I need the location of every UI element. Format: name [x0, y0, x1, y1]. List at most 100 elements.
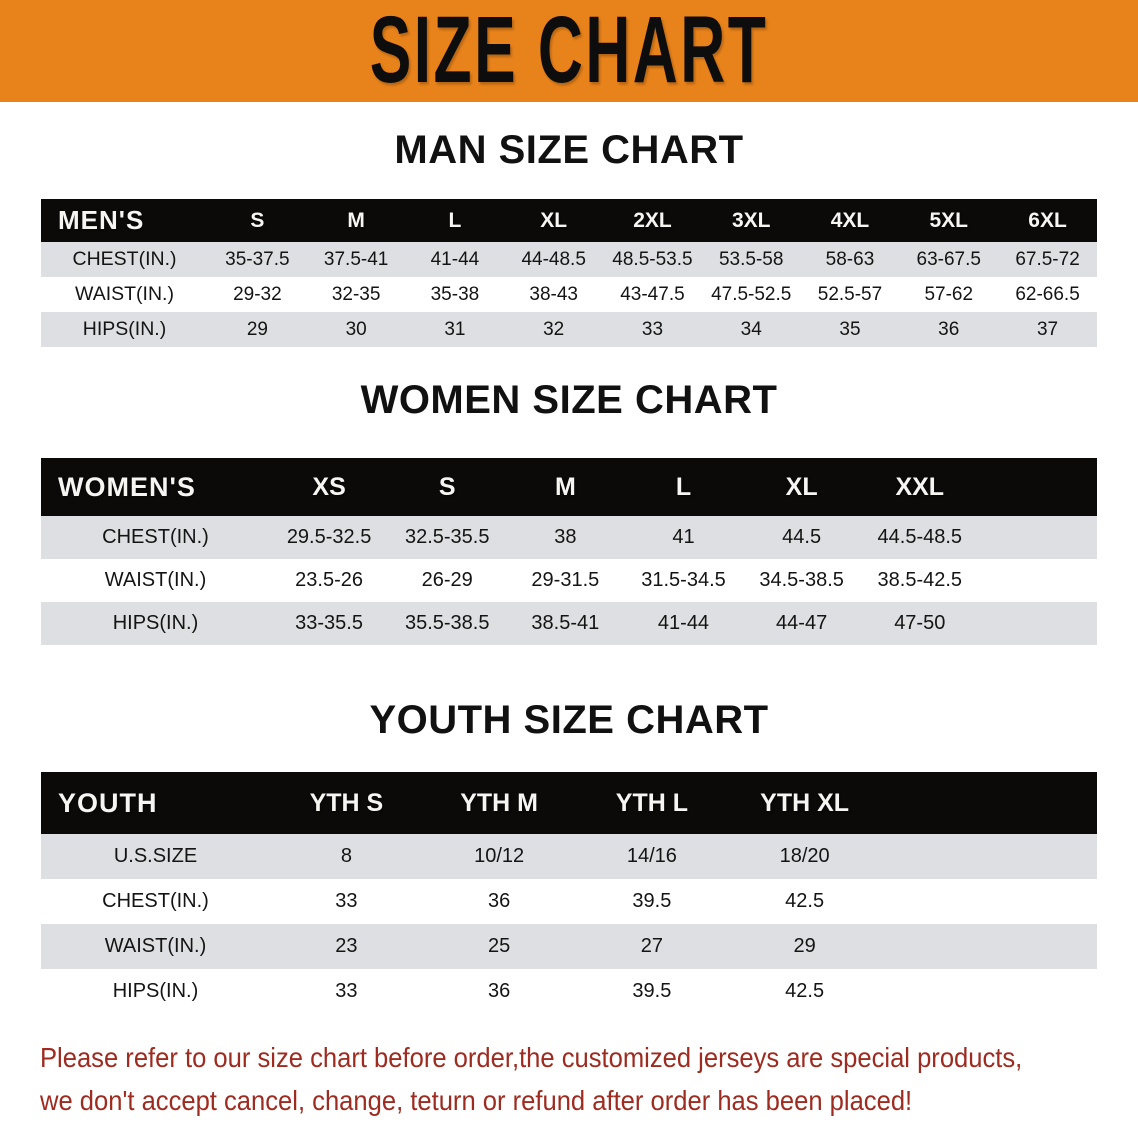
man-row-label-waist: WAIST(IN.) — [75, 283, 174, 305]
table-spacer-cell — [881, 879, 1097, 924]
man-col-l: L — [448, 208, 462, 232]
table-cell: 35.5-38.5 — [404, 612, 490, 634]
table-cell: 34 — [740, 318, 762, 340]
table-cell: 36 — [488, 980, 511, 1002]
man-row-label-hips: HIPS(IN.) — [82, 318, 167, 340]
man-col-5xl: 5XL — [929, 208, 968, 232]
table-cell: 38.5-41 — [531, 612, 600, 634]
man-section-heading: MAN SIZE CHART — [394, 128, 744, 172]
youth-table-body: U.S.SIZE 8 10/12 14/16 18/20 CHEST(IN.) … — [41, 834, 1097, 1014]
table-cell: 25 — [488, 935, 511, 957]
order-policy-notice: Please refer to our size chart before or… — [40, 1042, 1023, 1117]
table-cell: 48.5-53.5 — [612, 248, 693, 270]
man-size-table: MEN'S S M L XL 2XL 3XL 4XL 5XL 6XL CHEST… — [41, 199, 1097, 347]
women-col-m: M — [554, 472, 576, 501]
man-col-s: S — [250, 208, 265, 232]
table-header-row: MEN'S S M L XL 2XL 3XL 4XL 5XL 6XL — [41, 199, 1097, 242]
women-col-s: S — [438, 472, 456, 501]
table-cell: 41-44 — [430, 248, 480, 270]
table-row: CHEST(IN.) 29.5-32.5 32.5-35.5 38 41 44.… — [41, 516, 1097, 559]
table-cell: 42.5 — [785, 980, 825, 1002]
table-cell: 34.5-38.5 — [759, 569, 844, 591]
table-cell: 33-35.5 — [295, 612, 363, 634]
table-spacer-cell — [881, 772, 1097, 834]
table-cell: 14/16 — [626, 845, 677, 867]
table-cell: 32 — [543, 318, 565, 340]
table-cell: 38 — [554, 526, 577, 548]
table-row: HIPS(IN.) 33 36 39.5 42.5 — [41, 969, 1097, 1014]
women-col-xl: XL — [785, 472, 818, 501]
table-cell: 67.5-72 — [1015, 248, 1080, 270]
table-cell: 63-67.5 — [916, 248, 981, 270]
table-cell: 33 — [335, 980, 358, 1002]
table-row: U.S.SIZE 8 10/12 14/16 18/20 — [41, 834, 1097, 879]
table-spacer-cell — [979, 559, 1097, 602]
table-spacer-cell — [881, 969, 1097, 1014]
table-cell: 47-50 — [894, 612, 946, 634]
table-cell: 43-47.5 — [620, 283, 685, 305]
page-banner: SIZE CHART — [0, 0, 1138, 102]
table-cell: 32-35 — [331, 283, 381, 305]
table-cell: 27 — [640, 935, 663, 957]
table-spacer-cell — [979, 458, 1097, 516]
man-row-label-chest: CHEST(IN.) — [72, 248, 177, 270]
table-cell: 33 — [641, 318, 664, 340]
table-cell: 41-44 — [657, 612, 710, 634]
youth-row-label-waist: WAIST(IN.) — [104, 935, 207, 957]
table-cell: 62-66.5 — [1015, 283, 1080, 305]
table-cell: 23 — [335, 935, 358, 957]
man-table-corner-label: MEN'S — [58, 205, 145, 235]
women-col-xs: XS — [312, 472, 346, 501]
table-cell: 32.5-35.5 — [404, 526, 490, 548]
table-cell: 39.5 — [632, 980, 672, 1002]
youth-col-xl: YTH XL — [760, 788, 850, 817]
man-col-xl: XL — [540, 208, 568, 232]
table-cell: 18/20 — [779, 845, 830, 867]
table-cell: 47.5-52.5 — [711, 283, 792, 305]
table-cell: 58-63 — [825, 248, 875, 270]
man-col-6xl: 6XL — [1028, 208, 1067, 232]
table-cell: 44-47 — [776, 612, 828, 634]
table-cell: 38-43 — [529, 283, 578, 305]
women-table-header: WOMEN'S XS S M L XL XXL — [41, 458, 1097, 516]
table-spacer-cell — [979, 602, 1097, 645]
man-col-3xl: 3XL — [731, 208, 771, 232]
table-cell: 31.5-34.5 — [641, 569, 726, 591]
table-cell: 42.5 — [785, 890, 825, 912]
table-row: CHEST(IN.) 35-37.5 37.5-41 41-44 44-48.5… — [41, 242, 1097, 277]
women-col-xxl: XXL — [895, 472, 945, 501]
women-col-l: L — [675, 472, 692, 501]
table-cell: 31 — [444, 318, 466, 340]
table-cell: 35-38 — [430, 283, 480, 305]
table-cell: 44.5 — [782, 526, 822, 548]
table-cell: 26-29 — [421, 569, 473, 591]
table-spacer-cell — [979, 516, 1097, 559]
man-table-body: CHEST(IN.) 35-37.5 37.5-41 41-44 44-48.5… — [41, 242, 1097, 347]
table-cell: 33 — [335, 890, 358, 912]
youth-size-table: YOUTH YTH S YTH M YTH L YTH XL U.S.SIZE … — [41, 772, 1097, 1014]
table-cell: 29.5-32.5 — [286, 526, 372, 548]
table-cell: 35-37.5 — [225, 248, 290, 270]
table-cell: 23.5-26 — [295, 569, 363, 591]
table-cell: 30 — [345, 318, 367, 340]
women-row-label-waist: WAIST(IN.) — [104, 569, 207, 591]
table-cell: 29-31.5 — [531, 569, 600, 591]
man-col-2xl: 2XL — [633, 208, 672, 232]
youth-table-header: YOUTH YTH S YTH M YTH L YTH XL — [41, 772, 1097, 834]
table-cell: 38.5-42.5 — [877, 569, 963, 591]
table-cell: 36 — [488, 890, 511, 912]
table-header-row: WOMEN'S XS S M L XL XXL — [41, 458, 1097, 516]
table-cell: 44-48.5 — [521, 248, 586, 270]
man-col-4xl: 4XL — [830, 208, 870, 232]
table-spacer-cell — [881, 924, 1097, 969]
table-row: CHEST(IN.) 33 36 39.5 42.5 — [41, 879, 1097, 924]
man-col-m: M — [347, 208, 365, 232]
youth-row-label-hips: HIPS(IN.) — [112, 980, 199, 1002]
table-cell: 39.5 — [632, 890, 672, 912]
women-table-corner-label: WOMEN'S — [58, 471, 196, 502]
table-row: WAIST(IN.) 23.5-26 26-29 29-31.5 31.5-34… — [41, 559, 1097, 602]
man-table-header: MEN'S S M L XL 2XL 3XL 4XL 5XL 6XL — [41, 199, 1097, 242]
table-row: HIPS(IN.) 33-35.5 35.5-38.5 38.5-41 41-4… — [41, 602, 1097, 645]
table-row: HIPS(IN.) 29 30 31 32 33 34 35 36 37 — [41, 312, 1097, 347]
youth-col-s: YTH S — [309, 788, 384, 817]
